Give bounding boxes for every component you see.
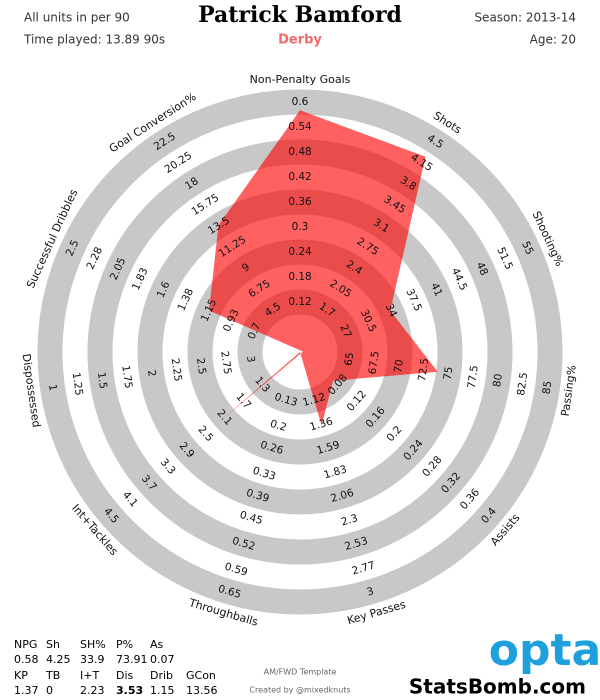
chart-title: Patrick Bamford [198, 2, 402, 28]
tick-label: 2.75 [218, 350, 233, 375]
table-value: 2.23 [80, 684, 105, 697]
tick-label: 1.5 [95, 371, 109, 389]
tick-label: 0.6 [292, 96, 309, 108]
tick-label: 1.7 [233, 391, 253, 411]
tick-label: 2 [145, 369, 158, 377]
tick-label: 0.24 [288, 246, 312, 258]
tick-label: 34 [383, 302, 400, 319]
table-header: Drib [150, 669, 173, 682]
tick-label: 41 [428, 281, 444, 298]
tick-label: 2.5 [194, 357, 208, 375]
table-header: KP [14, 669, 28, 682]
tick-label: 1.75 [119, 364, 134, 389]
table-value: 0.07 [150, 653, 175, 666]
table-header: As [150, 638, 164, 651]
time-played: Time played: 13.89 90s [23, 33, 165, 47]
table-header: Sh [46, 638, 60, 651]
table-header: SH% [80, 638, 106, 651]
tick-label: 55 [519, 240, 535, 257]
axis-name: Non-Penalty Goals [250, 73, 351, 86]
tick-label: 0.54 [288, 121, 312, 133]
team: Derby [278, 33, 322, 48]
tick-label: 44.5 [449, 266, 470, 292]
tick-label: 1.36 [308, 415, 334, 433]
tick-label: 1 [46, 383, 59, 391]
tick-label: 67.5 [367, 350, 382, 375]
tick-label: 65 [343, 352, 357, 367]
tick-label: 77.5 [466, 364, 481, 389]
tick-label: 0.33 [251, 465, 277, 483]
opta-logo: opta [489, 625, 600, 676]
table-value: 73.91 [116, 653, 148, 666]
site: StatsBomb.com [409, 675, 586, 699]
radar-area [209, 110, 438, 426]
table-header: Dis [116, 669, 134, 682]
tick-label: 48 [474, 260, 490, 277]
tick-label: 27 [337, 323, 353, 340]
tick-label: 75 [442, 366, 456, 381]
tick-label: 0.2 [384, 424, 404, 444]
tick-label: 1.25 [70, 372, 85, 397]
tick-label: 1.83 [130, 266, 151, 292]
tick-label: 0.2 [269, 418, 288, 434]
tick-label: 70 [392, 359, 406, 374]
table-value: 0 [46, 684, 53, 697]
units-note: All units in per 90 [24, 11, 130, 25]
tick-label: 82.5 [515, 372, 530, 397]
tick-label: 2.77 [351, 559, 377, 577]
tick-label: 0.28 [420, 454, 444, 480]
tick-label: 0.12 [288, 296, 311, 308]
template: AM/FWD Template [264, 668, 337, 677]
tick-label: 0.3 [292, 221, 309, 233]
table-value: 0.58 [14, 653, 39, 666]
tick-label: 0.59 [223, 561, 249, 579]
table-value: 3.53 [116, 684, 143, 697]
tick-label: 2.5 [195, 424, 215, 444]
table-header: I+T [80, 669, 99, 682]
tick-label: 4.1 [120, 489, 140, 509]
tick-label: 0.12 [345, 388, 369, 414]
table-value: 33.9 [80, 653, 105, 666]
tick-label: 3 [365, 585, 375, 598]
ring [37, 89, 563, 615]
season: Season: 2013-14 [474, 11, 576, 25]
table-value: 13.56 [186, 684, 218, 697]
tick-label: 1.38 [175, 287, 196, 313]
tick-label: 37.5 [403, 287, 424, 313]
table-header: GCon [186, 669, 216, 682]
tick-label: 0.36 [458, 486, 483, 512]
table-header: NPG [14, 638, 37, 651]
table-header: TB [45, 669, 60, 682]
tick-label: 0.36 [288, 196, 312, 208]
tick-label: 0.18 [288, 271, 311, 283]
tick-label: 72.5 [416, 357, 431, 382]
tick-label: 80 [491, 373, 505, 388]
tick-label: 2.3 [340, 512, 359, 528]
table-value: 1.37 [14, 684, 39, 697]
tick-label: 51.5 [494, 245, 515, 271]
table-value: 1.15 [150, 684, 175, 697]
tick-label: 2.28 [84, 245, 105, 271]
tick-label: 2.25 [169, 357, 184, 382]
tick-label: 3.3 [158, 456, 178, 476]
table-header: P% [116, 638, 133, 651]
tick-label: 1.83 [322, 463, 348, 481]
credit: Created by @mixedknuts [249, 686, 350, 695]
tick-label: 3 [244, 355, 257, 363]
age: Age: 20 [530, 33, 576, 47]
table-value: 4.25 [46, 653, 71, 666]
tick-label: 0.48 [288, 146, 311, 158]
tick-label: 85 [541, 380, 555, 395]
tick-label: 0.42 [288, 171, 311, 183]
tick-label: 0.45 [238, 509, 264, 527]
